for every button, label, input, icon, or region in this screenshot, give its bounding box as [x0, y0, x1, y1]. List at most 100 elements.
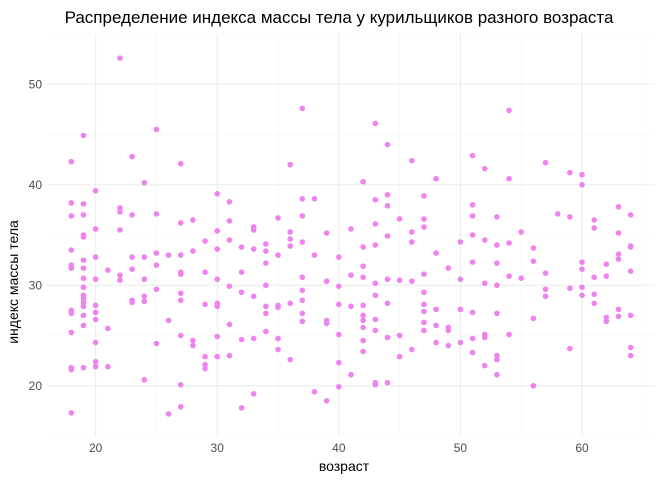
data-point — [384, 300, 391, 307]
data-point — [360, 348, 366, 355]
data-point — [68, 247, 75, 253]
data-point — [494, 371, 500, 378]
data-point — [177, 271, 184, 277]
data-point — [336, 283, 342, 290]
data-point — [567, 285, 573, 292]
data-point — [263, 303, 269, 310]
data-point — [494, 242, 500, 248]
data-point — [141, 179, 148, 186]
data-point — [360, 324, 366, 331]
data-point — [506, 175, 512, 182]
data-point — [177, 160, 184, 167]
data-point — [202, 301, 208, 308]
data-point — [80, 299, 87, 306]
data-point — [567, 214, 573, 220]
data-point — [238, 244, 245, 250]
data-point — [579, 266, 585, 272]
data-point — [202, 361, 208, 368]
data-point — [117, 55, 123, 61]
y-axis-ticks: 20 30 40 50 — [29, 77, 43, 393]
data-point — [433, 339, 439, 346]
y-axis-label: индекс массы тела — [5, 220, 21, 344]
data-point — [129, 299, 135, 306]
data-point — [421, 216, 427, 222]
data-point — [591, 217, 597, 223]
data-point — [554, 211, 561, 217]
data-point — [433, 175, 439, 182]
data-point — [177, 297, 184, 304]
data-point — [506, 107, 512, 114]
data-point — [384, 334, 391, 341]
data-point — [579, 284, 585, 291]
data-point — [433, 250, 439, 256]
data-point — [579, 292, 585, 299]
data-point — [117, 205, 123, 211]
data-point — [299, 105, 306, 112]
data-point — [615, 251, 622, 257]
data-point — [530, 258, 537, 264]
data-point — [226, 352, 233, 359]
data-point — [481, 280, 488, 287]
data-point — [141, 298, 148, 305]
data-point — [177, 220, 184, 226]
data-point — [80, 312, 87, 319]
data-point — [80, 303, 87, 310]
data-point — [384, 141, 391, 148]
data-point — [68, 366, 75, 373]
data-point — [214, 333, 221, 340]
data-point — [360, 302, 366, 309]
data-point — [299, 297, 306, 304]
x-tick-label: 40 — [332, 441, 346, 455]
data-point — [141, 376, 148, 383]
data-point — [396, 277, 403, 284]
x-tick-label: 30 — [211, 441, 225, 455]
data-point — [177, 252, 184, 258]
data-point — [469, 349, 476, 356]
data-point — [141, 276, 148, 283]
data-point — [92, 358, 99, 365]
data-point — [615, 313, 622, 320]
data-point — [494, 214, 500, 220]
data-point — [360, 337, 366, 344]
data-point — [360, 178, 366, 185]
data-point — [238, 405, 245, 411]
data-point — [117, 227, 123, 233]
data-point — [457, 239, 464, 245]
data-point — [92, 339, 99, 346]
data-point — [396, 353, 403, 360]
data-point — [336, 254, 342, 260]
x-axis-ticks: 20 30 40 50 60 — [89, 441, 589, 455]
x-axis-label: возраст — [319, 458, 370, 474]
data-point — [105, 267, 111, 273]
data-point — [226, 218, 233, 224]
data-point — [80, 257, 87, 263]
data-point — [336, 331, 342, 338]
data-point — [542, 270, 549, 276]
data-point — [311, 252, 318, 258]
data-point — [469, 259, 476, 265]
data-point — [567, 345, 573, 352]
data-point — [202, 238, 208, 244]
data-point — [263, 282, 269, 289]
data-point — [409, 239, 415, 245]
data-point — [275, 346, 281, 353]
data-point — [263, 310, 269, 317]
data-point — [92, 302, 99, 309]
data-point — [238, 336, 245, 343]
data-point — [275, 304, 281, 311]
data-point — [250, 293, 257, 300]
data-point — [421, 319, 427, 326]
data-point — [153, 286, 160, 293]
data-point — [153, 211, 160, 217]
data-point — [202, 365, 208, 372]
data-point — [591, 225, 597, 231]
data-point — [250, 335, 257, 342]
data-point — [68, 200, 75, 206]
data-point — [530, 245, 537, 251]
data-point — [287, 300, 294, 307]
data-point — [591, 300, 597, 307]
data-point — [591, 274, 597, 281]
data-point — [226, 321, 233, 328]
data-point — [80, 322, 87, 329]
